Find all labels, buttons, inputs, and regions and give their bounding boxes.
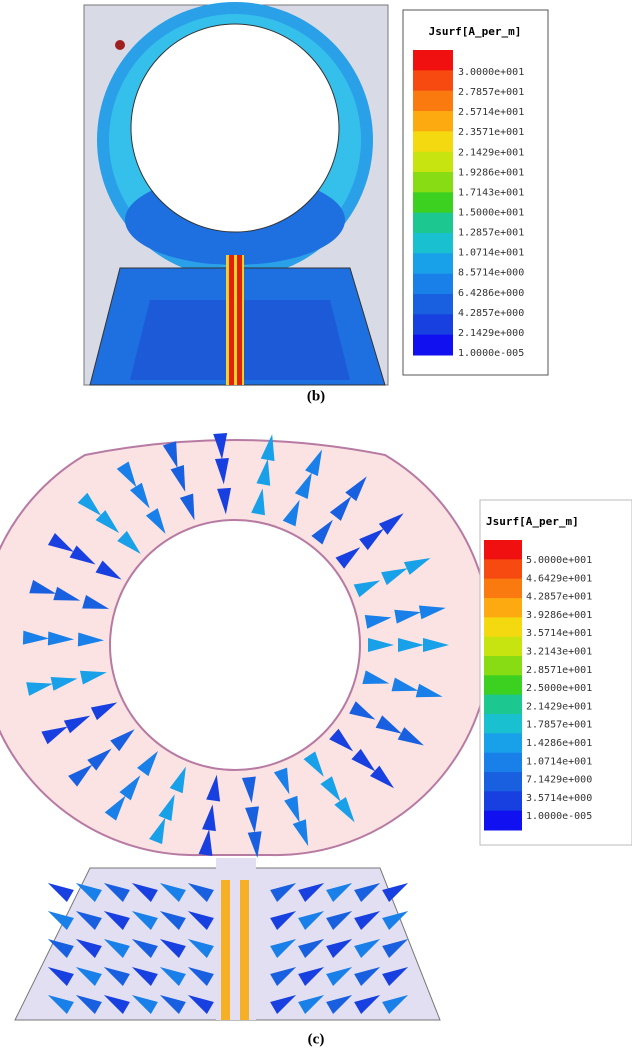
color-band [413,294,453,315]
color-band [484,675,522,695]
color-band [484,656,522,676]
panel-label: (b) [307,388,325,404]
legend-label: 1.0714e+001 [526,756,592,767]
color-band [484,617,522,637]
color-band [484,637,522,657]
legend-label: 1.5000e+001 [458,207,524,218]
color-band [413,335,453,356]
legend-label: 4.6429e+001 [526,573,592,584]
legend-label: 4.2857e+000 [458,308,524,319]
legend-label: 5.0000e+001 [526,555,592,566]
color-band [484,714,522,734]
color-band [413,172,453,193]
legend-label: 7.1429e+000 [526,775,592,786]
color-band [413,152,453,173]
color-band [413,253,453,274]
legend-label: 3.2143e+001 [526,647,592,658]
color-band [484,540,522,560]
color-band [413,192,453,213]
legend-title: Jsurf[A_per_m] [486,515,579,528]
legend-label: 2.5714e+001 [458,107,524,118]
color-band [484,579,522,599]
legend-label: 6.4286e+000 [458,288,524,299]
color-band [484,733,522,753]
legend-label: 1.7857e+001 [526,720,592,731]
legend-label: 3.9286e+001 [526,610,592,621]
legend-label: 8.5714e+000 [458,268,524,279]
legend-label: 1.0714e+001 [458,248,524,259]
color-band [484,598,522,618]
color-band [413,213,453,234]
figure: Jsurf[A_per_m] (b) Jsurf[A_per_m] (c) 3.… [0,0,632,1054]
color-band [413,70,453,91]
color-band [413,314,453,335]
legend-label: 4.2857e+001 [526,592,592,603]
color-band [413,233,453,254]
color-band [413,274,453,295]
color-band [484,791,522,811]
legend-label: 1.0000e-005 [458,348,524,359]
color-band [484,772,522,792]
color-band [484,695,522,715]
color-band [413,131,453,152]
legend-label: 2.7857e+001 [458,87,524,98]
legend-label: 2.5000e+001 [526,683,592,694]
legend-label: 3.5714e+001 [526,628,592,639]
legend-label: 2.1429e+000 [458,328,524,339]
arrow [44,877,74,902]
legend-label: 3.5714e+000 [526,793,592,804]
color-band [484,811,522,831]
legend-label: 1.9286e+001 [458,167,524,178]
legend-label: 1.7143e+001 [458,187,524,198]
color-band [413,50,453,71]
legend-label: 3.0000e+001 [458,67,524,78]
legend-label: 1.4286e+001 [526,738,592,749]
legend-label: 2.1429e+001 [458,147,524,158]
legend-label: 2.8571e+001 [526,665,592,676]
color-band [484,753,522,773]
color-band [413,91,453,112]
legend-title: Jsurf[A_per_m] [429,25,522,38]
legend-label: 1.0000e-005 [526,811,592,822]
field-plot-b [84,2,388,385]
panel-label: (c) [308,1031,325,1047]
color-band [413,111,453,132]
color-band [484,559,522,579]
legend-label: 2.1429e+001 [526,701,592,712]
legend-label: 1.2857e+001 [458,228,524,239]
vector-plot-c [0,433,491,1020]
legend-label: 2.3571e+001 [458,127,524,138]
